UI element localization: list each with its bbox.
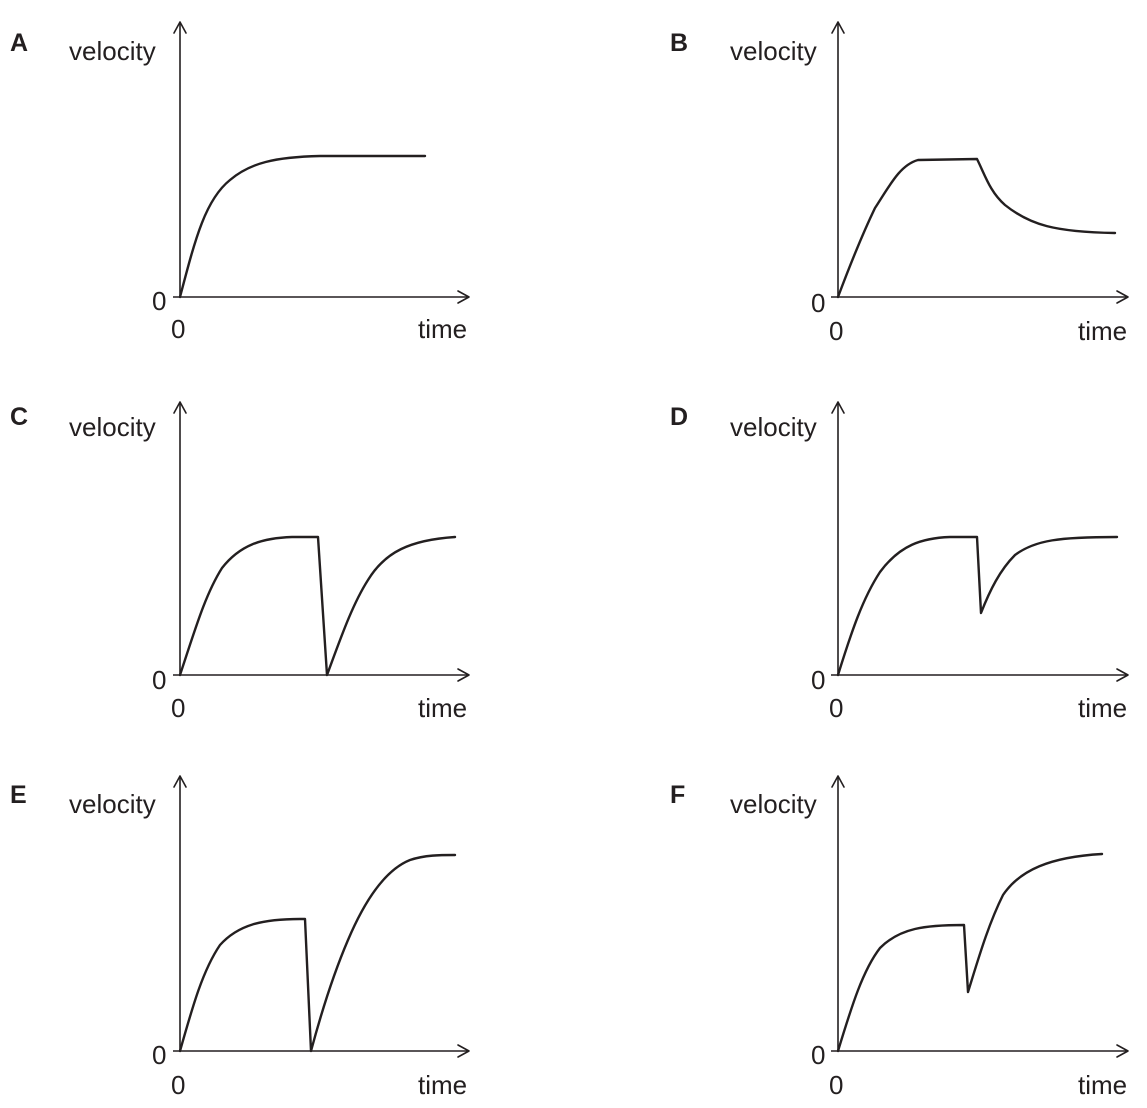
panel-f-y-axis-label: velocity xyxy=(730,789,817,819)
panel-a: A velocity 0 0 time xyxy=(10,21,470,344)
panel-d: D velocity 0 0 time xyxy=(670,401,1129,723)
panel-a-letter: A xyxy=(10,29,28,57)
panel-f-y-origin-label: 0 xyxy=(811,1040,825,1070)
panel-c-y-origin-label: 0 xyxy=(152,665,166,695)
panel-c: C velocity 0 0 time xyxy=(10,401,470,723)
panel-c-y-axis-arrow xyxy=(173,401,187,414)
panel-f-x-axis-label: time xyxy=(1078,1070,1127,1100)
panel-c-x-axis-arrow xyxy=(457,668,470,682)
panel-b-x-axis-arrow xyxy=(1116,290,1129,304)
panel-e-x-axis-label: time xyxy=(418,1070,467,1100)
panel-b-y-origin-label: 0 xyxy=(811,288,825,318)
panel-c-letter: C xyxy=(10,403,28,431)
panel-d-y-axis-label: velocity xyxy=(730,412,817,442)
panel-e-x-origin-label: 0 xyxy=(171,1070,185,1100)
panel-b-x-origin-label: 0 xyxy=(829,316,843,346)
panel-a-y-axis-label: velocity xyxy=(69,36,156,66)
panel-e-x-axis-arrow xyxy=(457,1044,470,1058)
panel-e-velocity-curve xyxy=(178,853,457,1053)
panel-b-y-axis-label: velocity xyxy=(730,36,817,66)
panel-f-x-origin-label: 0 xyxy=(829,1070,843,1100)
panel-b: B velocity 0 0 time xyxy=(670,21,1129,346)
panel-c-x-axis-label: time xyxy=(418,693,467,723)
panel-b-letter: B xyxy=(670,29,688,57)
panel-f-x-axis-arrow xyxy=(1116,1044,1129,1058)
panel-d-y-axis-arrow xyxy=(831,401,845,414)
panel-e-y-axis-arrow xyxy=(173,775,187,788)
panel-a-x-origin-label: 0 xyxy=(171,314,185,344)
panel-a-y-origin-label: 0 xyxy=(152,286,166,316)
panel-f-velocity-curve xyxy=(836,852,1104,1053)
panel-d-letter: D xyxy=(670,403,688,431)
panel-a-velocity-curve xyxy=(178,154,427,299)
panel-c-y-axis-label: velocity xyxy=(69,412,156,442)
panel-a-y-axis-arrow xyxy=(173,21,187,34)
panel-e-y-origin-label: 0 xyxy=(152,1040,166,1070)
panel-d-y-origin-label: 0 xyxy=(811,665,825,695)
panel-c-velocity-curve xyxy=(178,535,457,677)
panel-b-y-axis-arrow xyxy=(831,21,845,34)
panel-f: F velocity 0 0 time xyxy=(670,775,1129,1100)
panel-d-velocity-curve xyxy=(836,535,1119,677)
panel-e: E velocity 0 0 time xyxy=(10,775,470,1100)
panel-e-letter: E xyxy=(10,781,27,809)
panel-b-velocity-curve xyxy=(836,157,1117,299)
panel-c-x-origin-label: 0 xyxy=(171,693,185,723)
panel-b-x-axis-label: time xyxy=(1078,316,1127,346)
panel-d-x-origin-label: 0 xyxy=(829,693,843,723)
panel-e-y-axis-label: velocity xyxy=(69,789,156,819)
panel-f-letter: F xyxy=(670,781,685,809)
panel-f-y-axis-arrow xyxy=(831,775,845,788)
panel-d-x-axis-label: time xyxy=(1078,693,1127,723)
panel-a-x-axis-arrow xyxy=(457,290,470,304)
panel-a-x-axis-label: time xyxy=(418,314,467,344)
panel-d-x-axis-arrow xyxy=(1116,668,1129,682)
